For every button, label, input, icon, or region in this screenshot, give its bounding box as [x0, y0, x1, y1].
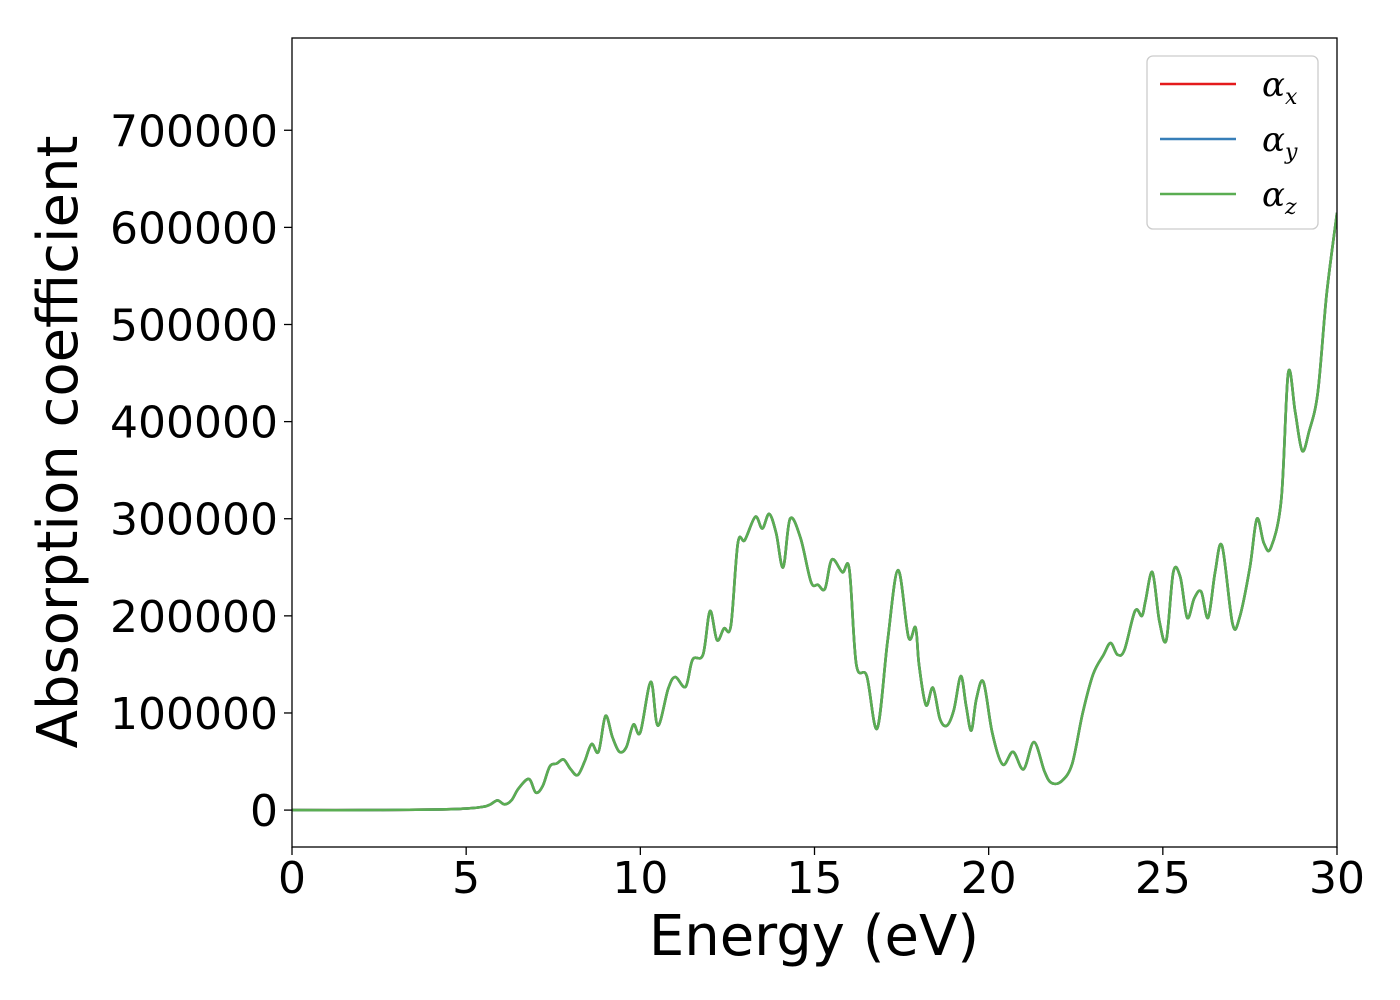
legend-label-subscript: x: [1285, 85, 1298, 110]
y-tick-label: 600000: [110, 203, 278, 254]
x-tick-label: 30: [1309, 853, 1365, 904]
x-tick-label: 0: [278, 853, 306, 904]
y-axis: 0 100000 200000 300000 400000 500000 600000 700…: [110, 106, 292, 837]
series-line-alpha-z: [292, 212, 1337, 812]
plot-frame: [291, 37, 1338, 848]
x-tick-label: 15: [787, 853, 843, 904]
legend-label-alpha-z: αz: [1262, 175, 1297, 220]
x-tick-label: 10: [612, 853, 668, 904]
legend-label-base: α: [1262, 175, 1285, 215]
y-tick-label: 100000: [110, 689, 278, 740]
y-tick-label: 200000: [110, 592, 278, 643]
series-layer: [292, 212, 1337, 812]
y-tick-label: 500000: [110, 301, 278, 352]
y-tick-label: 400000: [110, 398, 278, 449]
y-tick-label: 700000: [110, 106, 278, 157]
x-axis-label: Energy (eV): [649, 904, 979, 969]
legend-label-alpha-y: αy: [1262, 120, 1298, 165]
legend-label-base: α: [1262, 65, 1285, 105]
x-axis: 0 5 10 15 20 25 30: [278, 847, 1365, 904]
legend-label-alpha-x: αx: [1262, 65, 1298, 110]
x-tick-label: 20: [961, 853, 1017, 904]
legend-label-subscript: y: [1284, 140, 1298, 165]
x-tick-label: 25: [1135, 853, 1191, 904]
x-tick-label: 5: [452, 853, 480, 904]
series-line-alpha-y: [292, 212, 1337, 812]
y-tick-label: 0: [250, 786, 278, 837]
legend-box: [1146, 55, 1319, 230]
y-axis-label: Absorption coefficient: [26, 136, 91, 749]
y-tick-label: 300000: [110, 495, 278, 546]
legend-label-subscript: z: [1284, 195, 1297, 220]
series-line-alpha-x: [292, 212, 1337, 812]
legend-label-base: α: [1262, 120, 1285, 160]
